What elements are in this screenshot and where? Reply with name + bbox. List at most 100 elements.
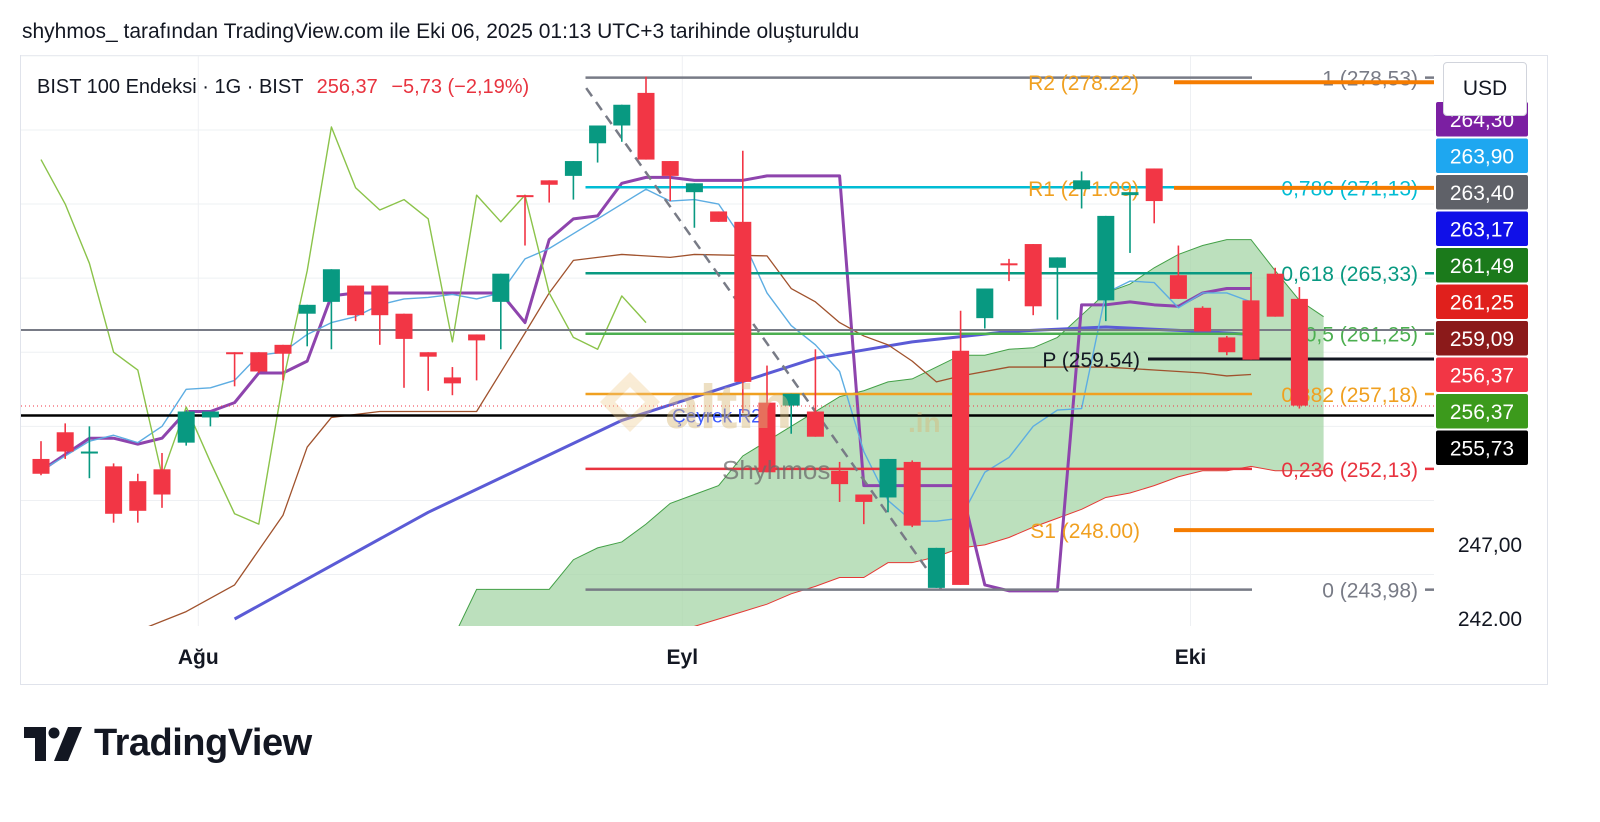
- x-axis-label: Eyl: [667, 646, 699, 669]
- price-tag-label: 263,90: [1450, 146, 1514, 169]
- candle-body[interactable]: [855, 494, 873, 502]
- price-tag[interactable]: [1436, 284, 1528, 320]
- y-axis-tick-label: 247,00: [1458, 534, 1522, 557]
- price-tag[interactable]: [1436, 394, 1528, 429]
- candle-body[interactable]: [1194, 307, 1212, 332]
- candle-body[interactable]: [879, 458, 897, 498]
- candle-body[interactable]: [492, 273, 510, 302]
- candle-body[interactable]: [903, 461, 921, 526]
- candle-body[interactable]: [927, 547, 945, 588]
- candle-body[interactable]: [226, 352, 244, 355]
- candle-body[interactable]: [419, 352, 437, 357]
- price-tag[interactable]: [1436, 357, 1528, 393]
- price-tag-label: 263,40: [1450, 182, 1514, 205]
- tradingview-logo[interactable]: TradingView: [24, 722, 312, 765]
- price-tag-label: 261,25: [1450, 292, 1514, 315]
- price-tag-label: 256,37: [1450, 401, 1514, 424]
- candle-body[interactable]: [1169, 275, 1187, 299]
- candle-body[interactable]: [298, 304, 316, 314]
- candle-body[interactable]: [322, 269, 340, 302]
- candle-body[interactable]: [685, 183, 703, 193]
- x-axis-label: Ağu: [178, 646, 219, 669]
- candle-body[interactable]: [758, 402, 776, 473]
- candle-body[interactable]: [1145, 168, 1163, 202]
- y-axis-tick-label: 242.00: [1458, 608, 1522, 631]
- fib-level-label: 0,382 (257,18): [1281, 384, 1418, 407]
- candle-body[interactable]: [1121, 192, 1139, 196]
- fib-level-label: 1 (278,53): [1322, 68, 1418, 91]
- symbol-name: BIST 100 Endeksi · 1G · BIST: [37, 76, 304, 98]
- candle-body[interactable]: [1024, 244, 1042, 307]
- candle-body[interactable]: [32, 458, 50, 474]
- candle-body[interactable]: [105, 466, 123, 514]
- price-tag-label: 263,17: [1450, 219, 1514, 242]
- fib-level-label: 0,236 (252,13): [1281, 459, 1418, 482]
- pivot-level-label: R1 (271.09): [1028, 178, 1139, 201]
- altin-logo-icon: [600, 372, 660, 432]
- price-tag[interactable]: [1436, 321, 1528, 356]
- quarter-level-label: Çeyrek R2: [672, 407, 762, 428]
- candle-body[interactable]: [782, 393, 800, 406]
- candle-body[interactable]: [56, 432, 74, 452]
- candle-body[interactable]: [1218, 337, 1236, 353]
- price-tag[interactable]: [1436, 211, 1528, 247]
- fib-level-label: 0,618 (265,33): [1281, 263, 1418, 286]
- candle-body[interactable]: [952, 350, 970, 585]
- candle-body[interactable]: [806, 411, 824, 437]
- pivot-level-label: R2 (278.22): [1028, 72, 1139, 95]
- candle-body[interactable]: [710, 211, 728, 222]
- candle-body[interactable]: [347, 285, 365, 316]
- kijun-line: [148, 253, 1252, 626]
- price-tag[interactable]: [1436, 138, 1528, 174]
- candle-body[interactable]: [734, 221, 752, 382]
- candle-body[interactable]: [831, 470, 849, 485]
- candle-body[interactable]: [589, 125, 607, 144]
- symbol-legend[interactable]: BIST 100 Endeksi · 1G · BIST 256,37 −5,7…: [37, 76, 529, 99]
- price-tag[interactable]: [1436, 248, 1528, 283]
- candle-body[interactable]: [516, 195, 534, 198]
- fib-level-label: 0,5 (261,25): [1305, 324, 1418, 347]
- price-change: −5,73 (−2,19%): [391, 76, 530, 98]
- candle-body[interactable]: [395, 313, 413, 339]
- cloud-upper-line: [458, 239, 1324, 626]
- candle-body[interactable]: [1048, 257, 1066, 268]
- candle-body[interactable]: [468, 334, 486, 341]
- candle-body[interactable]: [1266, 273, 1284, 317]
- candle-body[interactable]: [153, 469, 171, 495]
- candle-body[interactable]: [564, 161, 582, 176]
- candle-body[interactable]: [1242, 300, 1260, 360]
- price-tag[interactable]: [1436, 430, 1528, 466]
- candle-body[interactable]: [1000, 263, 1018, 266]
- candle-body[interactable]: [201, 411, 219, 418]
- candle-body[interactable]: [274, 344, 292, 354]
- watermark-logo-text: altin: [665, 373, 792, 442]
- candle-body[interactable]: [613, 104, 631, 126]
- candle-body[interactable]: [371, 285, 389, 316]
- price-tag-label: 256,37: [1450, 365, 1514, 388]
- candle-body[interactable]: [1073, 180, 1091, 190]
- candle-body[interactable]: [443, 377, 461, 384]
- price-tag[interactable]: [1436, 175, 1528, 210]
- currency-button[interactable]: USD: [1443, 62, 1527, 116]
- pivot-level-label: P (259.54): [1042, 349, 1140, 372]
- tradingview-logo-icon: [24, 726, 82, 761]
- tradingview-wordmark: TradingView: [94, 722, 312, 764]
- candle-body[interactable]: [80, 451, 98, 454]
- fib-trend-line[interactable]: [585, 87, 943, 591]
- candle-body[interactable]: [637, 92, 655, 160]
- candle-body[interactable]: [129, 481, 147, 511]
- ichimoku-cloud: [459, 239, 1324, 626]
- candle-body[interactable]: [177, 411, 195, 443]
- candle-body[interactable]: [250, 352, 268, 372]
- watermark-author: Shyhmos: [722, 455, 830, 485]
- chart-caption: shyhmos_ tarafından TradingView.com ile …: [22, 20, 860, 43]
- cloud-lower-line: [693, 465, 1324, 626]
- candle-body[interactable]: [1290, 298, 1308, 406]
- candle-body[interactable]: [976, 288, 994, 319]
- x-axis-label: Eki: [1175, 646, 1207, 669]
- candle-body[interactable]: [540, 180, 558, 185]
- candle-body[interactable]: [661, 161, 679, 176]
- candle-body[interactable]: [1097, 215, 1115, 301]
- price-tag-label: 255,73: [1450, 438, 1514, 461]
